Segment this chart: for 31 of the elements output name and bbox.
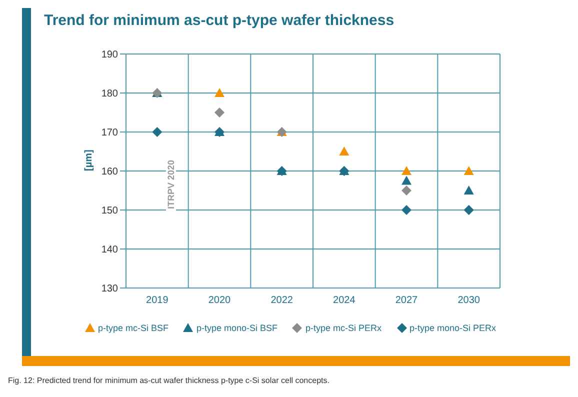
y-axis-title: [µm] bbox=[84, 150, 95, 171]
point bbox=[402, 176, 412, 185]
legend-label: p-type mc-Si PERx bbox=[305, 323, 382, 333]
y-tick-label: 170 bbox=[101, 128, 118, 139]
x-tick-label: 2022 bbox=[270, 295, 294, 306]
point bbox=[402, 166, 412, 175]
point bbox=[402, 205, 412, 215]
x-tick-label: 2020 bbox=[208, 295, 232, 306]
x-tick-label: 2027 bbox=[395, 295, 418, 306]
legend-label: p-type mono-Si BSF bbox=[196, 323, 278, 333]
x-tick-label: 2019 bbox=[146, 295, 169, 306]
point bbox=[214, 88, 224, 97]
legend-label: p-type mono-Si PERx bbox=[410, 323, 496, 333]
point bbox=[402, 186, 412, 196]
point bbox=[152, 127, 162, 137]
y-tick-label: 140 bbox=[101, 244, 118, 256]
point bbox=[464, 186, 474, 194]
x-tick-label: 2024 bbox=[333, 295, 356, 306]
x-tick-label: 2030 bbox=[458, 295, 480, 306]
y-tick-label: 160 bbox=[101, 166, 118, 178]
point bbox=[464, 166, 474, 175]
point bbox=[339, 146, 350, 156]
point bbox=[214, 108, 224, 118]
chart-title: Trend for minimum as-cut p-type wafer thickness bbox=[44, 12, 394, 29]
y-tick-label: 130 bbox=[101, 284, 118, 295]
y-tick-label: 190 bbox=[101, 50, 118, 61]
legend-label: p-type mc-Si BSF bbox=[98, 323, 168, 333]
y-tick-label: 180 bbox=[101, 88, 118, 100]
y-tick-label: 150 bbox=[101, 206, 118, 217]
caption: Fig. 12: Predicted trend for minimum as-cut wafer thickness p-type c-Si solar cell concepts. bbox=[8, 376, 330, 385]
annotation: ITRPV 2020 bbox=[166, 156, 176, 212]
